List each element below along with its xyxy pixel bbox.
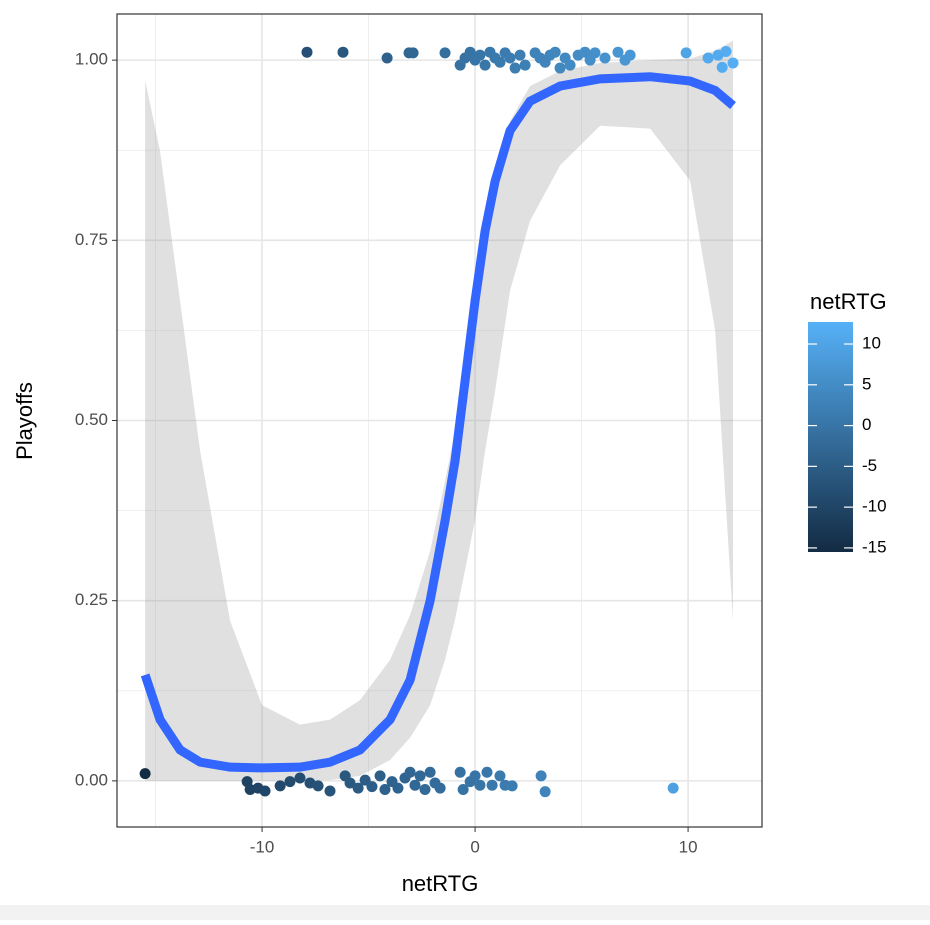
point <box>474 49 486 61</box>
y-tick-label: 1.00 <box>75 50 108 69</box>
point <box>579 46 591 58</box>
point <box>481 766 493 778</box>
point <box>259 785 271 797</box>
panel-border <box>116 13 763 828</box>
point <box>612 46 624 58</box>
point <box>539 786 551 798</box>
point <box>624 49 636 61</box>
point <box>727 57 739 69</box>
point <box>667 782 679 794</box>
point <box>506 780 518 792</box>
x-axis-title: netRTG <box>402 871 479 896</box>
point <box>494 56 506 68</box>
point <box>549 46 561 58</box>
bottom-strip <box>0 905 930 920</box>
point <box>352 782 364 794</box>
y-tick-label: 0.00 <box>75 770 108 789</box>
point <box>324 785 336 797</box>
point <box>464 46 476 58</box>
point <box>504 52 516 64</box>
point <box>599 52 611 64</box>
point <box>716 61 728 73</box>
point <box>439 47 451 59</box>
point <box>519 59 531 71</box>
point <box>284 776 296 788</box>
point <box>514 49 526 61</box>
point <box>419 784 431 796</box>
legend-label: 5 <box>862 374 871 393</box>
point <box>359 774 371 786</box>
legend-label: 0 <box>862 415 871 434</box>
point <box>407 47 419 59</box>
point <box>392 782 404 794</box>
y-tick-label: 0.50 <box>75 410 108 429</box>
point <box>509 62 521 74</box>
point <box>554 62 566 74</box>
point <box>409 779 421 791</box>
point <box>381 52 393 64</box>
point <box>454 766 466 778</box>
point <box>702 52 714 64</box>
point <box>486 779 498 791</box>
point <box>589 47 601 59</box>
point <box>720 45 732 57</box>
point <box>294 772 306 784</box>
x-tick-label: 0 <box>470 837 479 856</box>
point <box>337 46 349 58</box>
point <box>139 768 151 780</box>
point <box>469 770 481 782</box>
point <box>474 779 486 791</box>
x-tick-label: -10 <box>250 837 275 856</box>
point <box>301 46 313 58</box>
y-tick-label: 0.75 <box>75 230 108 249</box>
legend-label: -10 <box>862 497 887 516</box>
point <box>374 770 386 782</box>
point <box>434 782 446 794</box>
point <box>564 59 576 71</box>
point <box>274 780 286 792</box>
point <box>404 766 416 778</box>
y-tick-label: 0.25 <box>75 590 108 609</box>
point <box>457 784 469 796</box>
smooth-line <box>140 72 736 773</box>
x-tick-label: 10 <box>679 837 698 856</box>
point <box>424 766 436 778</box>
legend-colorbar <box>808 322 853 552</box>
legend-label: 10 <box>862 334 881 353</box>
point <box>680 47 692 59</box>
point <box>312 780 324 792</box>
point <box>535 770 547 782</box>
point <box>366 781 378 793</box>
legend-title: netRTG <box>810 289 887 314</box>
point <box>379 784 391 796</box>
point <box>479 59 491 71</box>
legend-label: -15 <box>862 537 887 556</box>
y-axis-title: Playoffs <box>12 382 37 460</box>
point <box>414 770 426 782</box>
point <box>494 770 506 782</box>
legend-label: -5 <box>862 456 877 475</box>
confidence-band <box>145 40 734 781</box>
point <box>344 777 356 789</box>
